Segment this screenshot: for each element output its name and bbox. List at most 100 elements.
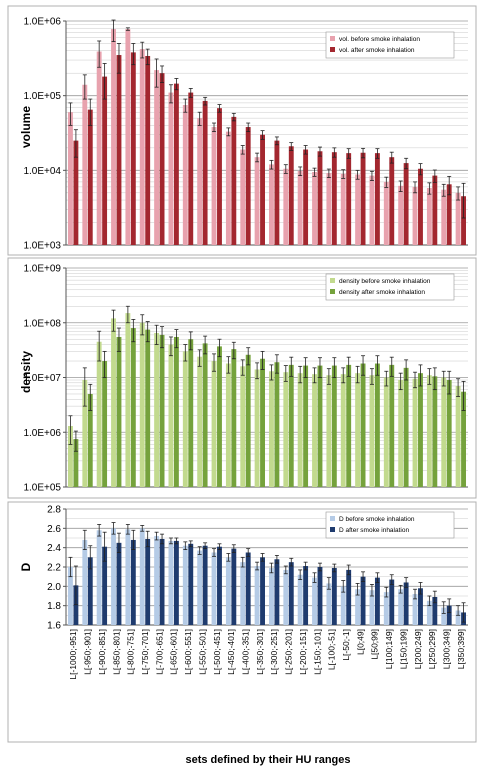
bar: [211, 361, 217, 487]
bar: [217, 346, 222, 487]
bar: [197, 356, 203, 487]
bar: [288, 146, 294, 245]
bar: [130, 539, 136, 625]
category-label: L[-50;-1]: [341, 629, 351, 661]
bar: [168, 92, 174, 245]
bar: [173, 83, 179, 245]
bar: [297, 574, 303, 625]
bar: [283, 372, 289, 487]
bar: [211, 552, 217, 625]
bar: [145, 55, 151, 245]
legend-label: density after smoke inhalation: [339, 289, 425, 296]
category-label: L[150;199]: [398, 629, 408, 669]
bar: [102, 361, 108, 487]
bar: [173, 540, 179, 625]
series-0: [68, 305, 461, 487]
bar: [432, 596, 438, 625]
bar: [312, 577, 317, 625]
bar: [426, 600, 432, 625]
bar: [145, 329, 151, 487]
bar: [412, 186, 418, 245]
bar: [197, 118, 203, 245]
category-label: L[-150;-101]: [312, 629, 322, 675]
bar: [269, 371, 274, 487]
legend-swatch: [330, 47, 335, 52]
category-label: L[-600;-551]: [183, 629, 193, 675]
bar: [340, 173, 346, 245]
bar: [211, 127, 217, 245]
bar: [374, 363, 380, 487]
bar: [412, 594, 418, 625]
category-label: L[-900;-851]: [97, 629, 107, 675]
category-label: L[250;299]: [427, 629, 437, 669]
bar: [283, 168, 289, 245]
bar: [326, 375, 332, 487]
bar: [346, 153, 352, 245]
density-panel: 1.0E+05 1.0E+06 1.0E+07 1.0E+08 1.0E+09 densi…: [7, 257, 477, 499]
category-label: L[-500;-451]: [212, 629, 222, 675]
bar: [461, 196, 466, 245]
bar: [441, 189, 447, 245]
bar: [446, 380, 452, 487]
bar: [217, 546, 222, 625]
bar: [441, 607, 447, 625]
bar: [274, 362, 280, 487]
bar: [374, 577, 380, 625]
bar: [73, 585, 79, 625]
bar: [139, 528, 145, 625]
bar: [87, 557, 93, 625]
bar: [303, 365, 309, 487]
bar: [297, 170, 303, 245]
bar: [374, 153, 380, 245]
bar: [340, 374, 346, 487]
bar: [96, 530, 102, 625]
series-0: [68, 19, 461, 246]
bar: [159, 73, 165, 245]
bar: [317, 151, 323, 245]
bar: [312, 374, 317, 487]
bar: [360, 152, 366, 245]
x-axis-label: sets defined by their HU ranges: [185, 754, 350, 766]
bar: [331, 365, 337, 487]
bar: [326, 583, 332, 625]
bar: [455, 385, 461, 487]
legend: density before smoke inhalation density a…: [325, 273, 455, 301]
bar: [130, 328, 136, 487]
bar: [260, 358, 265, 487]
bar: [269, 164, 274, 245]
bar: [245, 354, 251, 487]
y-tick-label: 1.0E+04: [23, 166, 61, 177]
y-axis-label: D: [19, 562, 33, 571]
legend-box: [325, 511, 455, 539]
bar: [197, 550, 203, 625]
series-1: [73, 319, 466, 487]
bar: [202, 343, 208, 487]
y-tick-label: 1.0E+03: [23, 241, 61, 252]
category-label: L[-400;-351]: [240, 629, 250, 675]
category-label: L[-300;-251]: [269, 629, 279, 675]
bar: [225, 363, 231, 487]
category-label: L[-850;-801]: [111, 629, 121, 675]
bar: [360, 576, 366, 625]
bar: [125, 313, 131, 487]
bar: [182, 351, 188, 487]
bar: [426, 187, 432, 245]
category-label: L[0;49]: [355, 629, 365, 655]
category-label: L[-950;-901]: [83, 629, 93, 675]
bar: [455, 192, 461, 245]
legend-label: vol. after smoke inhalation: [339, 47, 415, 54]
legend-swatch: [330, 527, 335, 532]
bar: [403, 367, 409, 487]
legend-label: D after smoke inhalation: [339, 527, 409, 534]
bar: [426, 375, 432, 487]
category-label: L[-650;-601]: [169, 629, 179, 675]
bar: [340, 586, 346, 625]
bar: [283, 569, 289, 625]
bar: [182, 104, 188, 245]
category-label: L[-100;-51]: [327, 629, 337, 670]
legend-swatch: [330, 278, 335, 283]
bar: [418, 373, 423, 487]
category-label: L[-250;-201]: [284, 629, 294, 675]
bar: [68, 567, 73, 625]
